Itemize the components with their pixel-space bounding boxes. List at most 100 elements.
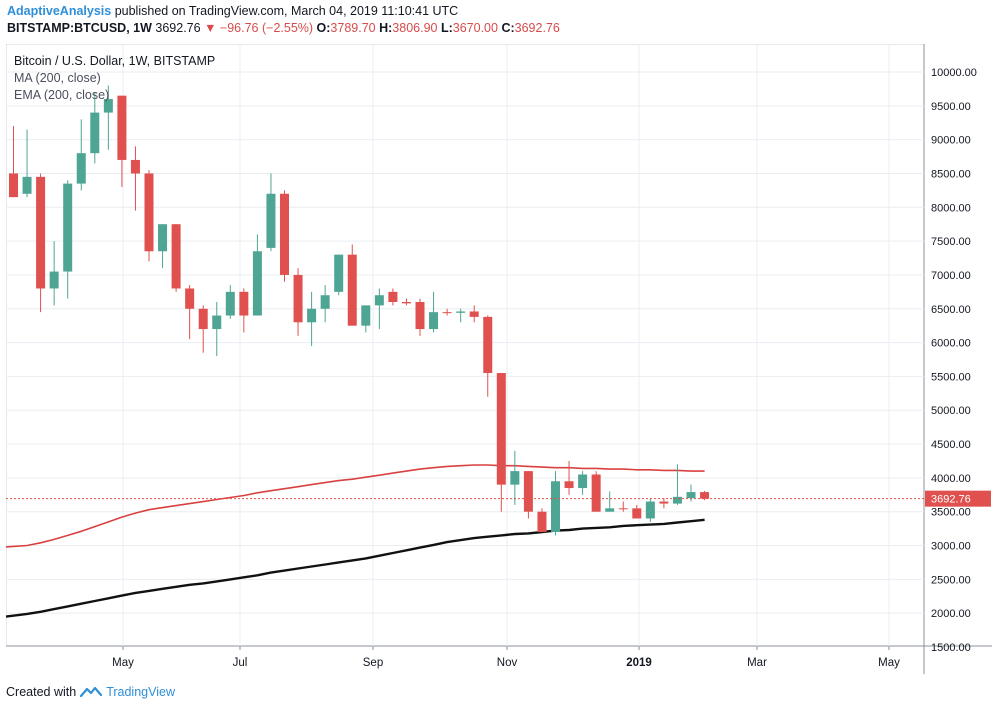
candle-body — [483, 316, 493, 374]
y-tick-label: 7500.00 — [931, 236, 971, 248]
candle-body — [320, 295, 330, 309]
y-tick-label: 2500.00 — [931, 574, 971, 586]
candle-body — [334, 254, 344, 292]
candle-body — [672, 496, 682, 504]
candle-body — [632, 508, 642, 519]
candle-body — [347, 254, 357, 326]
y-tick-label: 2000.00 — [931, 608, 971, 620]
candle-body — [700, 492, 710, 499]
candle-body — [469, 311, 479, 317]
candle-body — [239, 291, 249, 316]
y-tick-label: 6500.00 — [931, 304, 971, 316]
candle-body — [510, 471, 520, 485]
legend-ema[interactable]: EMA (200, close) — [14, 88, 110, 102]
candle-body — [496, 373, 506, 485]
y-tick-label: 3000.00 — [931, 541, 971, 553]
ma-200-line — [5, 464, 705, 548]
y-tick-label: 5500.00 — [931, 371, 971, 383]
x-tick-label: May — [878, 657, 900, 669]
chart-area[interactable]: 10000.00 9500.00 9000.00 8500.00 8000.00 7500… — [5, 43, 992, 674]
x-tick-label: 2019 — [626, 657, 652, 669]
author-link[interactable]: AdaptiveAnalysis — [7, 4, 112, 18]
candle-body — [90, 112, 100, 154]
y-tick-label: 9500.00 — [931, 101, 971, 113]
price-change: −96.76 (−2.55%) — [219, 21, 314, 35]
tradingview-logo-icon[interactable] — [80, 686, 103, 698]
candle-body — [225, 291, 235, 316]
y-tick-label: 3500.00 — [931, 507, 971, 519]
candle-body — [22, 176, 32, 194]
candle-body — [117, 95, 127, 160]
candle-body — [442, 312, 452, 314]
y-tick-label: 5000.00 — [931, 405, 971, 417]
legend-ma[interactable]: MA (200, close) — [14, 71, 101, 85]
ema-200-line — [5, 518, 705, 618]
last-price-badge — [925, 490, 991, 507]
candle-body — [618, 508, 628, 510]
low-label: L: — [440, 21, 453, 35]
candle-body — [523, 471, 533, 512]
candle-body — [185, 288, 195, 309]
y-tick-label: 4000.00 — [931, 473, 971, 485]
candle-body — [551, 481, 560, 532]
y-tick-label: 6000.00 — [931, 338, 971, 350]
created-with-text: Created with — [6, 685, 77, 699]
last-price-label: 3692.76 — [931, 494, 971, 506]
last-price: 3692.76 — [155, 21, 201, 35]
candle-body — [76, 153, 86, 184]
candle-body — [605, 508, 615, 512]
open-label: O: — [316, 21, 331, 35]
candle-body — [171, 224, 181, 289]
y-tick-label: 9000.00 — [931, 135, 971, 147]
x-tick-label: May — [112, 657, 134, 669]
y-tick-label: 7000.00 — [931, 270, 971, 282]
high-label: H: — [379, 21, 393, 35]
candle-body — [36, 176, 46, 289]
candle-body — [564, 481, 574, 489]
candle-body — [198, 308, 208, 330]
x-tick-label: Nov — [497, 657, 518, 669]
candle-body — [307, 308, 317, 323]
tradingview-brand[interactable]: TradingView — [106, 685, 175, 699]
candle-body — [293, 274, 303, 323]
candle-body — [280, 193, 289, 275]
candle-body — [49, 271, 59, 289]
candle-body — [415, 302, 425, 330]
candle-body — [456, 311, 466, 313]
candle-body — [429, 312, 439, 330]
high-value: 3806.90 — [392, 21, 438, 35]
candle-body — [103, 99, 113, 113]
footer: Created with TradingView — [6, 685, 175, 699]
y-tick-label: 8000.00 — [931, 202, 971, 214]
y-tick-label: 1500.00 — [931, 642, 971, 654]
y-tick-label: 8500.00 — [931, 168, 971, 180]
candle-body — [537, 511, 547, 532]
candle-body — [578, 474, 588, 489]
candle-body — [130, 159, 140, 174]
candle-body — [388, 291, 398, 302]
x-tick-label: Sep — [363, 657, 383, 669]
publish-info: AdaptiveAnalysis published on TradingVie… — [7, 4, 458, 18]
candle-body — [144, 173, 154, 252]
candlestick-chart[interactable]: 10000.00 9500.00 9000.00 8500.00 8000.00 7500… — [5, 43, 992, 674]
candle-body — [63, 183, 73, 272]
down-arrow-icon: ▼ — [204, 21, 217, 35]
symbol-label: BITSTAMP:BTCUSD, 1W — [7, 21, 152, 35]
candle-body — [212, 315, 222, 330]
open-value: 3789.70 — [330, 21, 376, 35]
x-tick-label: Jul — [233, 657, 248, 669]
legend-title: Bitcoin / U.S. Dollar, 1W, BITSTAMP — [14, 54, 216, 68]
y-tick-label: 10000.00 — [931, 67, 977, 79]
y-tick-label: 4500.00 — [931, 439, 971, 451]
close-label: C: — [501, 21, 515, 35]
close-value: 3692.76 — [514, 21, 560, 35]
low-value: 3670.00 — [452, 21, 498, 35]
candle-body — [401, 302, 411, 304]
candle-body — [591, 474, 601, 512]
candle-body — [374, 295, 384, 306]
candle-body — [686, 492, 696, 499]
candle-body — [659, 501, 669, 504]
candle-body — [645, 501, 655, 519]
candle-body — [266, 193, 276, 248]
symbol-quote-line: BITSTAMP:BTCUSD, 1W 3692.76 ▼ −96.76 (−2… — [7, 21, 560, 35]
